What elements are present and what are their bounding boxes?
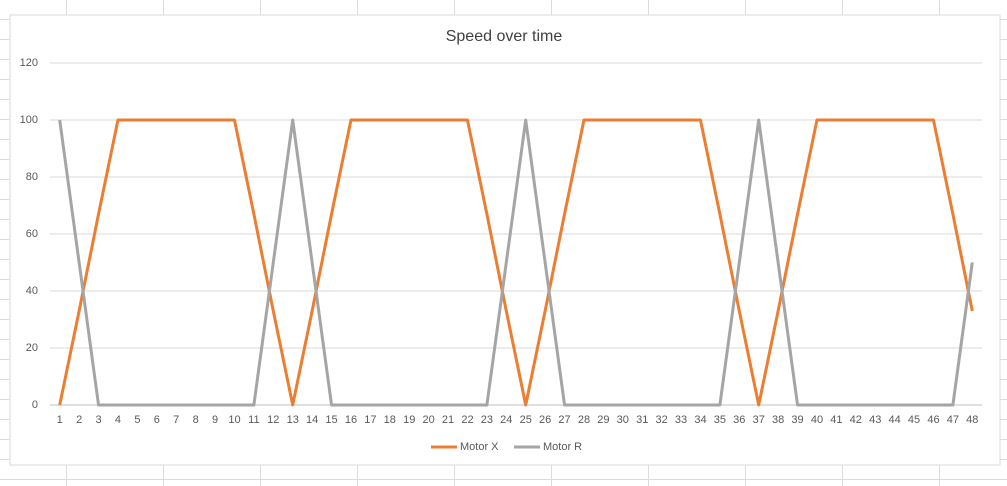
x-tick-label: 37 [753, 414, 765, 426]
x-tick-label: 41 [830, 414, 842, 426]
x-tick-label: 46 [927, 414, 939, 426]
x-tick-label: 29 [597, 414, 609, 426]
x-tick-label: 34 [694, 414, 706, 426]
series-line [58, 118, 974, 407]
x-tick-label: 10 [228, 414, 240, 426]
x-tick-label: 31 [636, 414, 648, 426]
x-tick-label: 17 [364, 414, 376, 426]
x-tick-label: 7 [173, 414, 179, 426]
y-tick-label: 40 [26, 285, 38, 297]
x-tick-label: 24 [500, 414, 512, 426]
x-tick-label: 11 [248, 414, 259, 426]
y-tick-label: 80 [26, 171, 38, 183]
x-tick-label: 28 [578, 414, 590, 426]
x-tick-label: 1 [57, 414, 63, 426]
x-tick-label: 30 [617, 414, 629, 426]
x-tick-label: 45 [908, 414, 920, 426]
chart-area [9, 14, 1001, 466]
x-tick-label: 39 [791, 414, 803, 426]
x-tick-label: 15 [325, 414, 337, 426]
x-tick-label: 38 [772, 414, 784, 426]
x-tick-label: 13 [287, 414, 299, 426]
x-tick-label: 2 [76, 414, 82, 426]
x-tick-label: 32 [656, 414, 668, 426]
x-tick-label: 16 [345, 414, 357, 426]
x-tick-label: 36 [733, 414, 745, 426]
x-tick-label: 40 [811, 414, 823, 426]
x-tick-label: 25 [520, 414, 532, 426]
x-tick-label: 14 [306, 414, 318, 426]
x-tick-label: 12 [267, 414, 279, 426]
x-tick-label: 26 [539, 414, 551, 426]
x-tick-label: 27 [558, 414, 570, 426]
x-tick-label: 6 [154, 414, 160, 426]
x-tick-label: 23 [481, 414, 493, 426]
x-tick-label: 8 [193, 414, 199, 426]
x-tick-label: 4 [115, 414, 121, 426]
x-tick-label: 18 [384, 414, 396, 426]
x-tick-label: 48 [966, 414, 978, 426]
y-tick-label: 100 [20, 114, 38, 126]
x-tick-label: 20 [423, 414, 435, 426]
x-tick-label: 44 [889, 414, 901, 426]
legend-label: Motor R [543, 441, 582, 453]
y-tick-label: 20 [26, 342, 38, 354]
x-tick-label: 21 [442, 414, 454, 426]
x-tick-label: 3 [95, 414, 101, 426]
chart-title: Speed over time [446, 28, 563, 45]
legend-label: Motor X [460, 441, 499, 453]
x-tick-label: 5 [134, 414, 140, 426]
y-tick-label: 0 [32, 399, 38, 411]
x-tick-label: 47 [947, 414, 959, 426]
x-tick-label: 33 [675, 414, 687, 426]
series-line [58, 118, 974, 407]
y-tick-label: 120 [20, 57, 38, 69]
x-tick-label: 35 [714, 414, 726, 426]
x-tick-label: 43 [869, 414, 881, 426]
y-tick-label: 60 [26, 228, 38, 240]
x-tick-label: 22 [461, 414, 473, 426]
x-tick-label: 9 [212, 414, 218, 426]
x-tick-label: 19 [403, 414, 415, 426]
x-tick-label: 42 [850, 414, 862, 426]
